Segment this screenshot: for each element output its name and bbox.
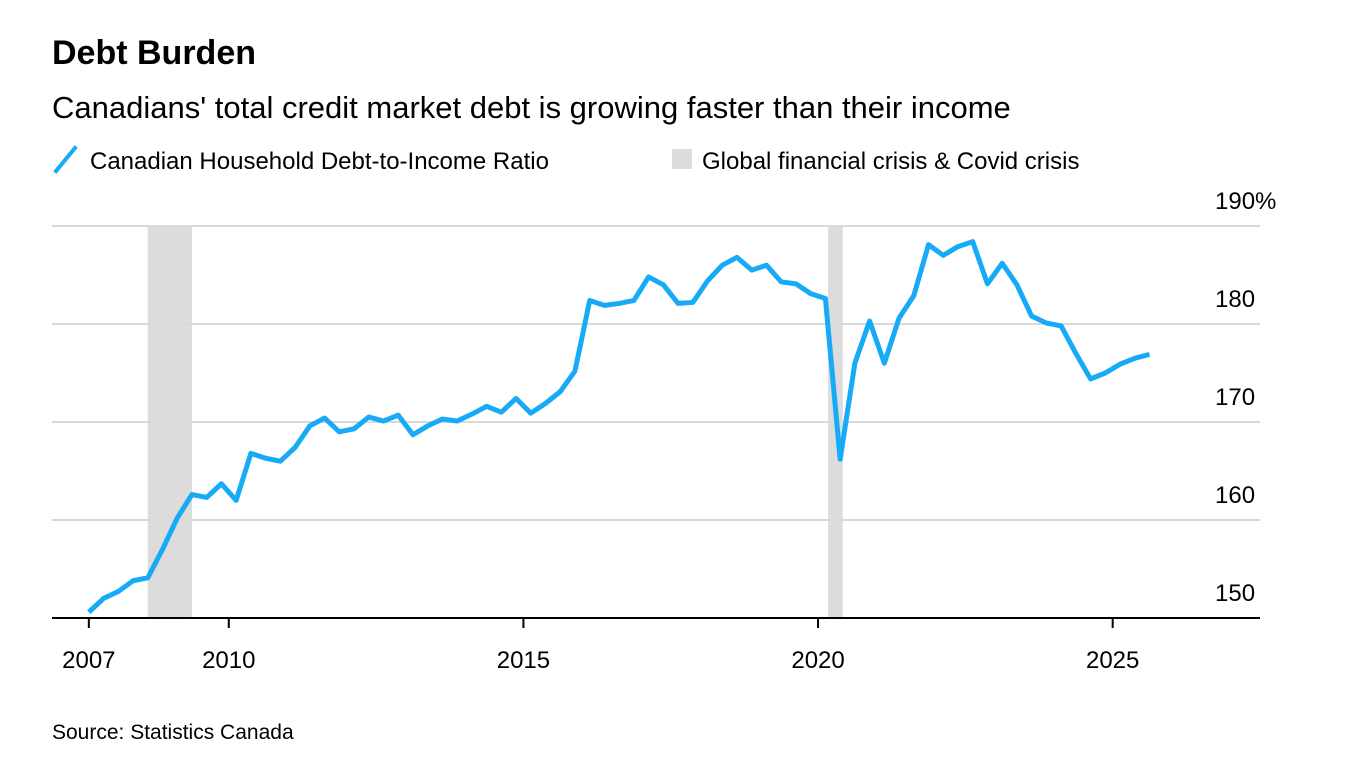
x-tick-label: 2007 <box>62 647 115 674</box>
y-tick-label: 180 <box>1215 286 1255 313</box>
chart-title: Debt Burden <box>52 34 256 72</box>
legend-line-icon <box>53 145 78 174</box>
chart-subtitle: Canadians' total credit market debt is g… <box>52 90 1011 125</box>
x-tick-label: 2025 <box>1086 647 1139 674</box>
y-tick-label: 170 <box>1215 384 1255 411</box>
y-tick-label: 160 <box>1215 482 1255 509</box>
source: Source: Statistics Canada <box>52 721 294 744</box>
x-tick-label: 2015 <box>497 647 550 674</box>
legend-box-icon <box>672 149 692 169</box>
x-tick-label: 2020 <box>791 647 844 674</box>
data-line <box>87 239 1151 614</box>
y-tick-label: 190% <box>1215 188 1276 215</box>
legend-label: Global financial crisis & Covid crisis <box>702 148 1079 175</box>
x-tick-label: 2010 <box>202 647 255 674</box>
legend-label: Canadian Household Debt-to-Income Ratio <box>90 148 549 175</box>
y-tick-label: 150 <box>1215 580 1255 607</box>
